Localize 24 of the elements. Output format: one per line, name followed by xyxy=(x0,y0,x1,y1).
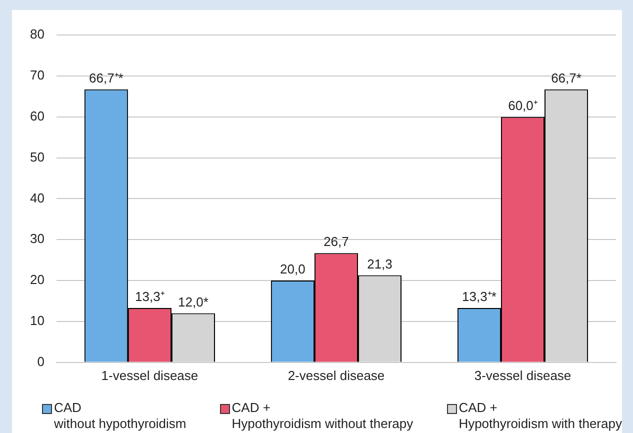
data-label: 13,3⁺ xyxy=(135,289,164,304)
data-label: 60,0⁺ xyxy=(508,98,538,113)
y-tick-label: 10 xyxy=(30,313,44,328)
y-tick-label: 60 xyxy=(30,108,44,124)
x-tick-label: 2-vessel disease xyxy=(288,368,385,383)
data-label: 66,7⁺* xyxy=(89,70,124,86)
legend-label: CAD + Hypothyroidism without therapy xyxy=(232,400,414,432)
y-tick-label: 50 xyxy=(30,149,44,164)
y-tick-label: 0 xyxy=(37,354,44,369)
y-tick-label: 30 xyxy=(30,231,44,246)
legend-label: CAD without hypothyroidism xyxy=(54,400,186,432)
y-tick-label: 40 xyxy=(30,190,44,206)
y-tick-label: 80 xyxy=(30,26,44,42)
data-label: 13,3⁺* xyxy=(462,289,496,304)
x-tick-label: 3-vessel disease xyxy=(474,368,572,383)
y-tick-label: 70 xyxy=(30,68,44,83)
data-label: 66,7* xyxy=(551,70,582,86)
y-tick-label: 20 xyxy=(30,272,44,288)
legend-label: CAD + Hypothyroidism with therapy xyxy=(458,400,622,432)
data-label: 26,7 xyxy=(324,234,349,250)
data-label: 20,0 xyxy=(280,262,306,277)
data-label: 21,3 xyxy=(367,256,392,272)
x-tick-label: 1-vessel disease xyxy=(101,368,198,383)
data-label: 12,0* xyxy=(178,294,208,310)
